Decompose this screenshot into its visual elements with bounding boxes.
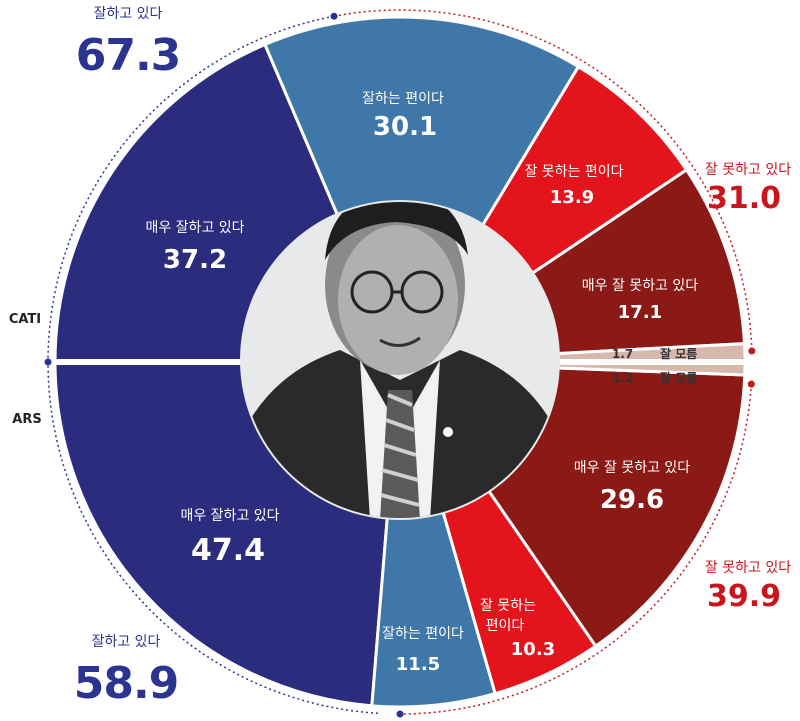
label-ars-very-bad-name: 매우 잘 못하고 있다	[574, 460, 691, 476]
cati-negative-total-value: 31.0	[707, 181, 781, 216]
cati-negative-total-label: 잘 못하고 있다	[705, 162, 791, 178]
segment-labels: 잘하는 편이다 30.1 매우 잘하고 있다 37.2 잘 못하는 편이다 13…	[145, 91, 698, 675]
dotted-arc-ars-negative	[399, 384, 753, 715]
label-cati-very-good-name: 매우 잘하고 있다	[145, 220, 244, 236]
totals: 잘하고 있다 67.3 잘 못하고 있다 31.0 잘 못하고 있다 39.9 …	[74, 6, 791, 709]
label-cati-very-bad-value: 17.1	[618, 302, 662, 323]
politician-portrait-icon	[240, 200, 560, 520]
label-ars-unknown-name: 잘 모름	[660, 370, 697, 385]
outer-dotted-ring	[44, 9, 756, 718]
ring-marker-dot	[44, 358, 52, 366]
label-cati-bad-value: 13.9	[550, 187, 594, 208]
ars-positive-total-label: 잘하고 있다	[92, 634, 161, 650]
ring-marker-dot	[748, 347, 756, 355]
label-ars-bad-name: 잘 못하는	[480, 598, 536, 614]
ring-marker-dot	[330, 12, 338, 20]
label-cati-bad-name: 잘 못하는 편이다	[524, 164, 623, 180]
label-ars-bad-name-line2: 편이다	[486, 618, 525, 634]
label-ars-very-bad-value: 29.6	[600, 485, 664, 515]
method-label-cati: CATI	[9, 312, 41, 327]
slice-cati-good	[263, 15, 581, 366]
cati-positive-total-label: 잘하고 있다	[94, 6, 163, 22]
label-ars-bad-value: 10.3	[511, 639, 555, 660]
ars-negative-total-value: 39.9	[707, 579, 781, 614]
dotted-arc-cati-negative	[333, 9, 753, 351]
label-ars-very-good-value: 47.4	[191, 533, 265, 568]
cati-positive-total-value: 67.3	[76, 30, 181, 81]
label-cati-good-name: 잘하는 편이다	[362, 91, 444, 107]
label-cati-good-value: 30.1	[373, 112, 437, 142]
label-cati-very-bad-name: 매우 잘 못하고 있다	[582, 278, 699, 294]
label-ars-good-name: 잘하는 편이다	[382, 626, 464, 642]
label-cati-very-good-value: 37.2	[163, 245, 227, 275]
ring-marker-dot	[747, 380, 755, 388]
ars-positive-total-value: 58.9	[74, 658, 179, 709]
label-ars-very-good-name: 매우 잘하고 있다	[180, 508, 279, 524]
label-cati-unknown-value: 1.7	[612, 347, 633, 361]
label-cati-unknown-name: 잘 모름	[660, 346, 697, 361]
label-ars-good-value: 11.5	[396, 654, 440, 675]
ring-marker-dot	[396, 710, 404, 718]
ars-negative-total-label: 잘 못하고 있다	[705, 560, 791, 576]
method-label-ars: ARS	[12, 412, 41, 427]
label-ars-unknown-value: 1.2	[612, 371, 633, 385]
